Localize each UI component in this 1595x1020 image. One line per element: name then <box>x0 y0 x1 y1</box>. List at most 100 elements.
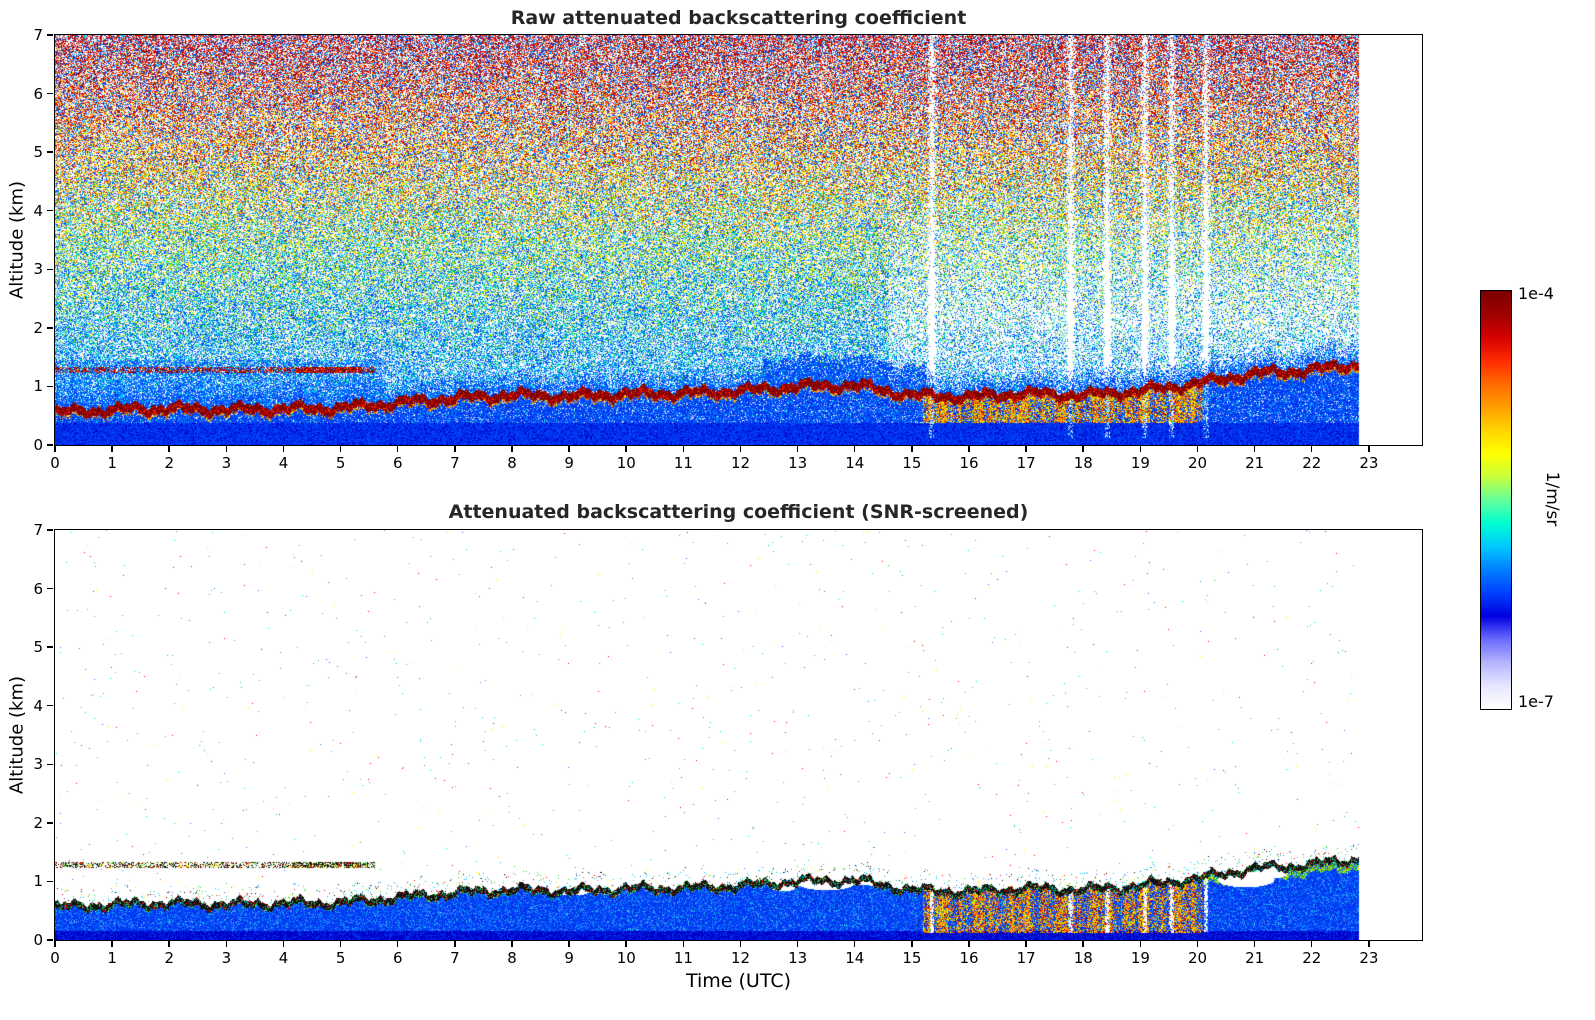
x-tick-label: 3 <box>221 949 232 967</box>
x-tick-mark <box>911 446 913 452</box>
y-tick-label: 7 <box>33 521 43 539</box>
raw-panel-plot-area <box>54 34 1423 446</box>
y-tick-mark <box>47 646 53 648</box>
x-tick-label: 9 <box>564 454 574 472</box>
x-tick-label: 10 <box>616 949 636 967</box>
x-tick-label: 14 <box>845 949 865 967</box>
y-tick-mark <box>47 385 53 388</box>
x-tick-mark <box>682 941 685 947</box>
x-tick-mark <box>511 446 513 452</box>
y-tick-mark <box>47 151 53 153</box>
x-tick-label: 23 <box>1359 454 1379 472</box>
x-tick-label: 5 <box>335 454 346 472</box>
x-tick-label: 0 <box>50 454 60 472</box>
x-tick-label: 11 <box>673 949 693 967</box>
y-tick-mark <box>47 880 53 883</box>
x-tick-label: 11 <box>673 454 693 472</box>
screened-panel-plot-area <box>54 529 1423 941</box>
x-tick-mark <box>796 941 799 947</box>
x-tick-mark <box>568 941 570 947</box>
x-tick-label: 8 <box>507 454 517 472</box>
x-tick-mark <box>1196 941 1199 947</box>
x-tick-label: 3 <box>221 454 232 472</box>
x-tick-mark <box>1368 941 1370 947</box>
x-tick-mark <box>625 446 627 452</box>
x-tick-mark <box>1139 446 1142 452</box>
x-tick-label: 21 <box>1245 949 1265 967</box>
x-tick-mark <box>396 941 399 947</box>
x-tick-label: 13 <box>788 949 808 967</box>
y-tick-mark <box>47 822 53 824</box>
x-tick-mark <box>54 446 56 452</box>
x-tick-mark <box>682 446 685 452</box>
x-tick-label: 15 <box>902 454 922 472</box>
x-tick-mark <box>168 941 170 947</box>
x-tick-label: 5 <box>335 949 346 967</box>
x-tick-mark <box>339 446 342 452</box>
x-tick-mark <box>1196 446 1199 452</box>
x-tick-label: 22 <box>1302 454 1322 472</box>
y-tick-mark <box>47 268 53 271</box>
y-tick-label: 6 <box>33 84 43 103</box>
y-tick-mark <box>47 587 53 590</box>
x-tick-mark <box>625 941 627 947</box>
y-tick-mark <box>47 92 53 95</box>
y-tick-label: 4 <box>33 201 43 220</box>
x-tick-mark <box>454 941 456 947</box>
y-tick-label: 2 <box>33 318 43 337</box>
x-tick-mark <box>1253 941 1256 947</box>
x-tick-mark <box>54 941 56 947</box>
screened-panel-title: Attenuated backscattering coefficient (S… <box>448 501 1029 523</box>
y-tick-label: 2 <box>33 813 43 832</box>
x-tick-mark <box>739 941 742 947</box>
screened-backscatter-heatmap-canvas <box>55 530 1422 940</box>
x-tick-label: 10 <box>616 454 636 472</box>
y-tick-label: 0 <box>33 436 43 454</box>
x-tick-label: 18 <box>1073 949 1093 967</box>
x-tick-label: 9 <box>564 949 574 967</box>
x-tick-label: 17 <box>1016 949 1036 967</box>
x-tick-mark <box>225 446 228 452</box>
x-tick-mark <box>739 446 742 452</box>
x-tick-label: 6 <box>392 454 403 472</box>
x-tick-label: 4 <box>278 949 289 967</box>
x-tick-mark <box>1082 446 1084 452</box>
x-tick-mark <box>1139 941 1142 947</box>
x-tick-label: 12 <box>730 949 751 967</box>
y-tick-label: 4 <box>33 696 43 715</box>
y-tick-mark <box>47 209 53 212</box>
y-tick-label: 3 <box>33 755 43 774</box>
x-tick-mark <box>1025 941 1027 947</box>
y-tick-mark <box>47 34 53 36</box>
x-tick-label: 19 <box>1130 454 1150 472</box>
x-tick-label: 17 <box>1016 454 1036 472</box>
x-tick-mark <box>225 941 228 947</box>
x-tick-label: 13 <box>788 454 808 472</box>
x-tick-label: 19 <box>1130 949 1150 967</box>
x-tick-label: 22 <box>1302 949 1322 967</box>
x-tick-mark <box>1310 941 1313 947</box>
x-tick-label: 16 <box>959 949 979 967</box>
x-tick-label: 7 <box>450 454 460 472</box>
raw-panel-title: Raw attenuated backscattering coefficien… <box>510 7 967 29</box>
y-tick-label: 1 <box>33 377 43 396</box>
x-tick-mark <box>568 446 570 452</box>
colorbar-unit-label: 1/m/sr <box>1542 471 1562 527</box>
x-tick-label: 20 <box>1187 454 1208 472</box>
x-tick-mark <box>339 941 342 947</box>
y-tick-label: 6 <box>33 579 43 598</box>
x-tick-label: 2 <box>164 949 175 967</box>
x-tick-mark <box>396 446 399 452</box>
x-tick-label: 16 <box>959 454 979 472</box>
x-tick-mark <box>911 941 913 947</box>
x-tick-mark <box>454 446 456 452</box>
y-tick-mark <box>47 704 53 707</box>
y-tick-label: 5 <box>33 638 43 657</box>
x-tick-mark <box>111 941 113 947</box>
x-axis-label: Time (UTC) <box>685 970 792 992</box>
x-tick-label: 1 <box>107 949 117 967</box>
x-tick-label: 23 <box>1359 949 1379 967</box>
x-tick-mark <box>1025 446 1027 452</box>
x-tick-mark <box>168 446 170 452</box>
x-tick-mark <box>968 941 970 947</box>
